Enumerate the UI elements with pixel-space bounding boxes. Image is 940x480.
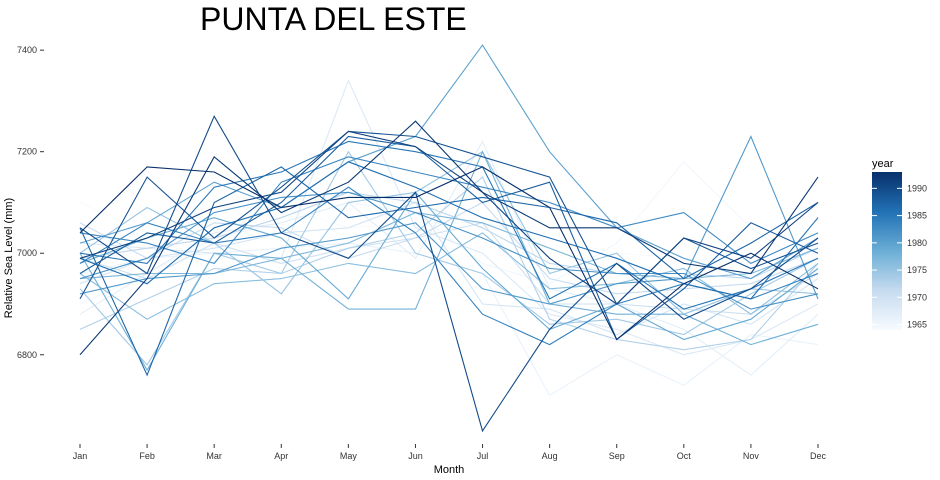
series-line-1980	[79, 44, 819, 280]
series-line-1988	[79, 135, 819, 341]
legend-title: year	[872, 158, 894, 170]
legend-tick-label: 1975	[907, 265, 927, 275]
x-tick-label: Oct	[677, 451, 692, 461]
series-line-1985	[79, 140, 819, 310]
legend-tick-label: 1990	[907, 183, 927, 193]
series-line-1964	[79, 201, 819, 264]
legend-tick-label: 1970	[907, 292, 927, 302]
legend-tick-label: 1965	[907, 320, 927, 330]
y-tick-label: 7000	[17, 248, 37, 258]
y-tick-label: 7200	[17, 147, 37, 157]
legend-colorbar: year 1965 1970 1975 1980 1985 1990	[872, 158, 927, 330]
series-line-1992	[79, 120, 819, 356]
series-line-1975	[79, 150, 819, 315]
x-tick-label: May	[340, 451, 358, 461]
legend-ticks: 1965 1970 1975 1980 1985 1990	[872, 183, 927, 330]
x-tick-label: Sep	[609, 451, 625, 461]
series-line-1976	[79, 232, 819, 320]
series-line-1979	[79, 191, 819, 341]
legend-tick-label: 1980	[907, 238, 927, 248]
y-tick-label: 6800	[17, 350, 37, 360]
x-tick-label: Mar	[206, 451, 222, 461]
x-tick-label: Apr	[274, 451, 288, 461]
series-line-1987	[79, 166, 819, 377]
x-axis: Jan Feb Mar Apr May Jun Jul Aug Sep Oct Nov Dec	[73, 444, 827, 461]
x-tick-label: Jun	[408, 451, 423, 461]
chart-title: PUNTA DEL ESTE	[200, 1, 467, 37]
x-tick-label: Feb	[139, 451, 155, 461]
series-line-1989	[79, 130, 819, 305]
colorbar	[872, 172, 902, 330]
series-lines	[79, 44, 819, 433]
x-tick-label: Nov	[743, 451, 760, 461]
x-axis-title: Month	[434, 464, 465, 476]
series-line-1982	[79, 191, 819, 310]
series-line-1990	[79, 114, 819, 433]
series-line-1981	[79, 135, 819, 305]
series-line-1991	[79, 130, 819, 305]
legend-tick-label: 1985	[907, 211, 927, 221]
y-axis-title: Relative Sea Level (mm)	[3, 198, 15, 318]
series-line-1965	[79, 160, 819, 305]
x-tick-label: Jan	[73, 451, 88, 461]
series-line-1967	[79, 140, 819, 376]
series-line-1993	[79, 166, 819, 341]
x-tick-label: Aug	[542, 451, 558, 461]
x-tick-label: Dec	[810, 451, 827, 461]
series-line-1983	[79, 156, 819, 265]
x-tick-label: Jul	[477, 451, 489, 461]
series-line-1971	[79, 201, 819, 295]
series-line-1968	[79, 79, 819, 356]
y-tick-label: 7400	[17, 45, 37, 55]
y-axis: 6800 7000 7200 7400	[17, 45, 44, 360]
